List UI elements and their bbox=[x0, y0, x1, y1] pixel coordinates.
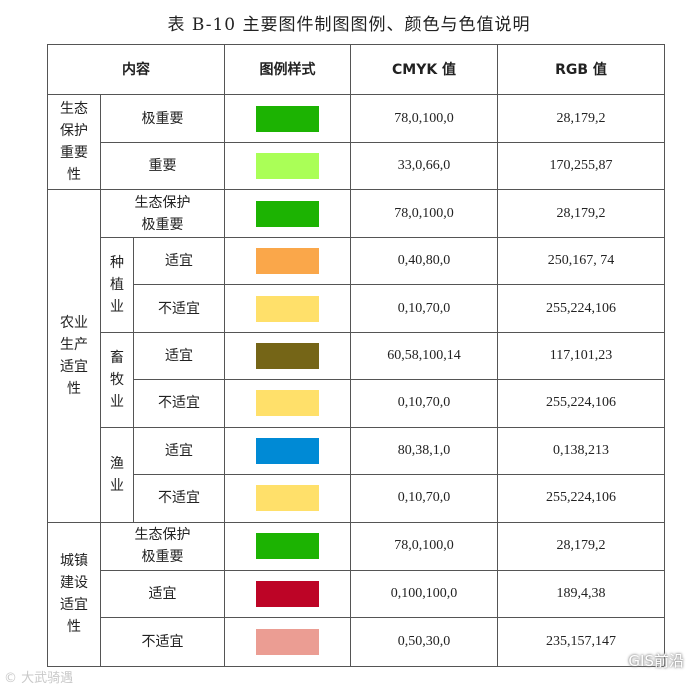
category-eco-protection: 生态 保护 重要 性 bbox=[47, 94, 101, 191]
rgb-value: 255,224,106 bbox=[497, 284, 666, 333]
table-row: 不适宜 0,10,70,0 255,224,106 bbox=[48, 284, 666, 333]
cmyk-value: 78,0,100,0 bbox=[350, 521, 499, 572]
legend-cell bbox=[224, 141, 352, 191]
row-label: 极重要 bbox=[99, 94, 226, 143]
legend-cell bbox=[224, 426, 352, 476]
row-label: 不适宜 bbox=[132, 284, 226, 333]
row-label: 适宜 bbox=[99, 570, 226, 619]
rgb-value: 189,4,38 bbox=[497, 570, 666, 619]
category-agri-suitability: 农业 生产 适宜 性 bbox=[47, 189, 101, 523]
cmyk-value: 0,50,30,0 bbox=[350, 617, 499, 667]
legend-table: 内容 图例样式 CMYK 值 RGB 值 生态 保护 重要 性 极重要 78,0… bbox=[46, 43, 666, 668]
table-title: 表 B-10 主要图件制图图例、颜色与色值说明 bbox=[167, 15, 531, 35]
row-label: 适宜 bbox=[132, 426, 226, 476]
table-row: 畜 牧 业 适宜 60,58,100,14 117,101,23 bbox=[48, 331, 666, 428]
table-row: 城镇 建设 适宜 性 生态保护 极重要 78,0,100,0 28,179,2 bbox=[47, 521, 666, 668]
cmyk-value: 0,100,100,0 bbox=[350, 570, 499, 619]
table-row: 种 植 业 适宜 0,40,80,0 250,167, 74 bbox=[48, 236, 666, 333]
legend-cell bbox=[224, 379, 352, 428]
color-swatch bbox=[256, 248, 320, 275]
legend-cell bbox=[224, 189, 352, 238]
table-row: 不适宜 0,10,70,0 255,224,106 bbox=[48, 379, 666, 428]
table-row: 适宜 0,100,100,0 189,4,38 bbox=[48, 570, 666, 619]
header-cmyk: CMYK 值 bbox=[350, 43, 499, 96]
cmyk-value: 78,0,100,0 bbox=[350, 189, 499, 238]
color-swatch bbox=[256, 200, 320, 227]
rgb-value: 250,167, 74 bbox=[497, 236, 666, 286]
subcategory-livestock: 畜 牧 业 bbox=[100, 331, 134, 428]
header-rgb: RGB 值 bbox=[497, 43, 666, 96]
legend-cell bbox=[224, 570, 352, 619]
row-label: 不适宜 bbox=[132, 474, 226, 523]
rgb-value: 235,157,147 bbox=[497, 617, 666, 667]
color-swatch bbox=[256, 485, 320, 512]
table-row: 农业 生产 适宜 性 生态保护 极重要 78,0,100,0 28,179,2 bbox=[47, 189, 666, 523]
color-swatch bbox=[256, 153, 320, 180]
legend-cell bbox=[224, 236, 352, 286]
legend-cell bbox=[224, 284, 352, 333]
color-swatch bbox=[256, 533, 320, 560]
color-swatch bbox=[256, 581, 320, 608]
category-urban-suitability: 城镇 建设 适宜 性 bbox=[47, 521, 101, 668]
color-swatch bbox=[256, 390, 320, 417]
cmyk-value: 80,38,1,0 bbox=[350, 426, 499, 476]
row-label: 生态保护 极重要 bbox=[99, 521, 226, 572]
subcategory-planting: 种 植 业 bbox=[100, 236, 134, 333]
header-legend-style: 图例样式 bbox=[224, 43, 352, 96]
row-label: 重要 bbox=[99, 141, 226, 191]
color-swatch bbox=[256, 629, 320, 656]
legend-cell bbox=[224, 94, 352, 143]
legend-cell bbox=[224, 521, 352, 572]
cmyk-value: 0,10,70,0 bbox=[350, 474, 499, 523]
rgb-value: 170,255,87 bbox=[497, 141, 666, 191]
row-label: 适宜 bbox=[132, 236, 226, 286]
row-label: 不适宜 bbox=[132, 379, 226, 428]
table-row: 重要 33,0,66,0 170,255,87 bbox=[48, 141, 666, 191]
rgb-value: 0,138,213 bbox=[497, 426, 666, 476]
subcategory-fishery: 渔 业 bbox=[100, 426, 134, 523]
table-row: 渔 业 适宜 80,38,1,0 0,138,213 bbox=[48, 426, 666, 523]
rgb-value: 28,179,2 bbox=[497, 189, 666, 238]
table-row: 不适宜 0,50,30,0 235,157,147 bbox=[48, 617, 666, 667]
row-label: 适宜 bbox=[132, 331, 226, 381]
rgb-value: 255,224,106 bbox=[497, 474, 666, 523]
color-swatch bbox=[256, 295, 320, 322]
rgb-value: 28,179,2 bbox=[497, 94, 666, 143]
header-row: 内容 图例样式 CMYK 值 RGB 值 bbox=[46, 43, 666, 96]
rgb-value: 255,224,106 bbox=[497, 379, 666, 428]
legend-cell bbox=[224, 331, 352, 381]
header-content: 内容 bbox=[46, 43, 226, 96]
color-swatch bbox=[256, 342, 320, 369]
cmyk-value: 0,40,80,0 bbox=[350, 236, 499, 286]
watermark-left: © 大武骑遇 bbox=[4, 671, 74, 686]
cmyk-value: 60,58,100,14 bbox=[350, 331, 499, 381]
cmyk-value: 33,0,66,0 bbox=[350, 141, 499, 191]
row-label: 生态保护 极重要 bbox=[99, 189, 226, 238]
color-swatch bbox=[256, 105, 320, 132]
watermark-right: GIS前沿 bbox=[628, 652, 684, 670]
table-row: 生态 保护 重要 性 极重要 78,0,100,0 28,179,2 bbox=[47, 94, 666, 191]
table-row: 不适宜 0,10,70,0 255,224,106 bbox=[48, 474, 666, 523]
rgb-value: 28,179,2 bbox=[497, 521, 666, 572]
color-swatch bbox=[256, 437, 320, 464]
cmyk-value: 0,10,70,0 bbox=[350, 284, 499, 333]
legend-cell bbox=[224, 617, 352, 667]
legend-cell bbox=[224, 474, 352, 523]
cmyk-value: 0,10,70,0 bbox=[350, 379, 499, 428]
row-label: 不适宜 bbox=[99, 617, 226, 667]
cmyk-value: 78,0,100,0 bbox=[350, 94, 499, 143]
rgb-value: 117,101,23 bbox=[497, 331, 666, 381]
